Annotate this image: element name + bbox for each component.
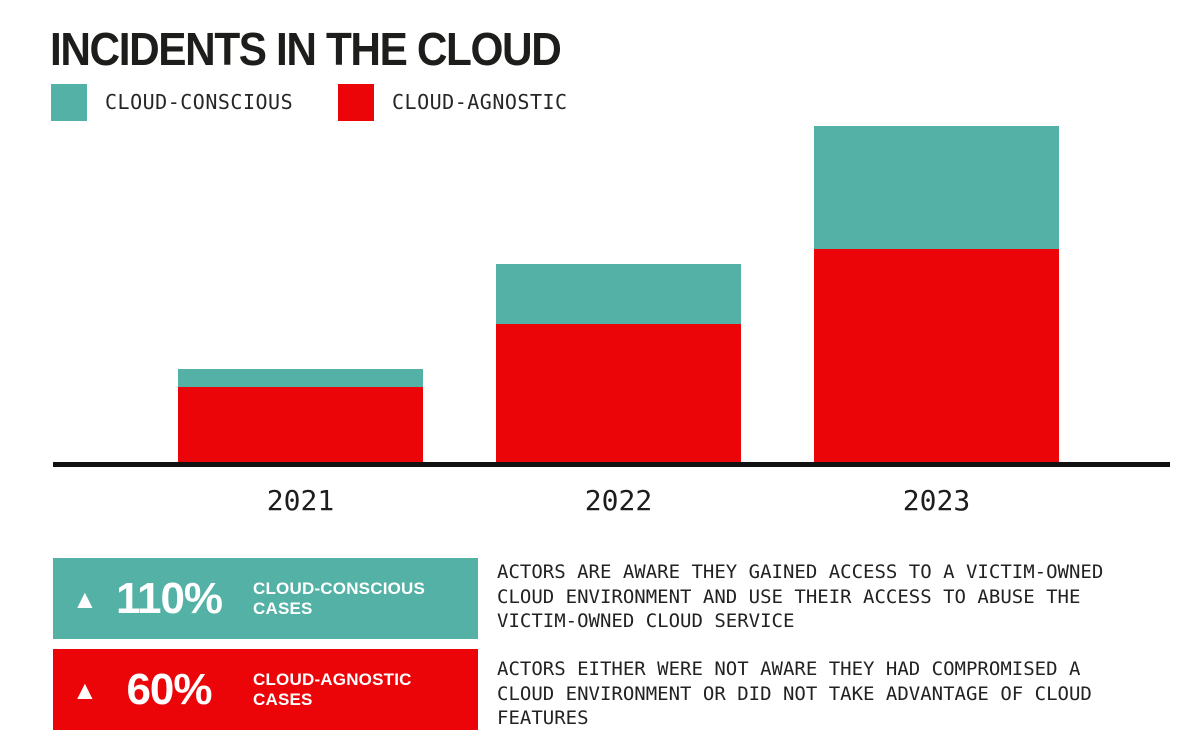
callout-label: CLOUD-CONSCIOUS CASES: [253, 578, 426, 618]
bar-segment-cloud-agnostic: [496, 324, 741, 462]
legend-item-cloud-conscious: CLOUD-CONSCIOUS: [51, 83, 293, 121]
x-tick-label-2022: 2022: [584, 484, 653, 517]
page-title: INCIDENTS IN THE CLOUD: [50, 23, 562, 75]
bar-2021: [178, 369, 423, 462]
up-triangle-icon: ▲: [72, 674, 98, 705]
bar-2023: [814, 126, 1059, 462]
legend-label: CLOUD-CONSCIOUS: [105, 90, 294, 114]
callout-percent: 110%: [115, 573, 223, 623]
bar-segment-cloud-agnostic: [178, 387, 423, 462]
bar-segment-cloud-conscious: [496, 264, 741, 324]
bar-segment-cloud-conscious: [178, 369, 423, 387]
x-tick-label-2023: 2023: [902, 484, 971, 517]
callout-description-cloud-agnostic: ACTORS EITHER WERE NOT AWARE THEY HAD CO…: [497, 658, 1092, 729]
callout-description-cloud-conscious: ACTORS ARE AWARE THEY GAINED ACCESS TO A…: [497, 561, 1104, 632]
callout-cloud-conscious: ▲ 110% CLOUD-CONSCIOUS CASES: [53, 558, 478, 639]
legend-swatch-red-icon: [338, 83, 374, 121]
callout-label: CLOUD-AGNOSTIC CASES: [253, 669, 412, 709]
legend-label: CLOUD-AGNOSTIC: [392, 90, 568, 114]
legend-item-cloud-agnostic: CLOUD-AGNOSTIC: [338, 83, 568, 121]
callout-cloud-agnostic: ▲ 60% CLOUD-AGNOSTIC CASES: [53, 649, 478, 730]
up-triangle-icon: ▲: [72, 583, 98, 614]
callout-percent: 60%: [126, 664, 212, 714]
legend-swatch-teal-icon: [51, 83, 87, 121]
bar-segment-cloud-agnostic: [814, 249, 1059, 462]
chart-legend: CLOUD-CONSCIOUS CLOUD-AGNOSTIC: [51, 83, 1151, 121]
x-axis-line: [53, 462, 1170, 467]
x-tick-label-2021: 2021: [266, 484, 335, 517]
bar-2022: [496, 264, 741, 462]
bar-segment-cloud-conscious: [814, 126, 1059, 249]
